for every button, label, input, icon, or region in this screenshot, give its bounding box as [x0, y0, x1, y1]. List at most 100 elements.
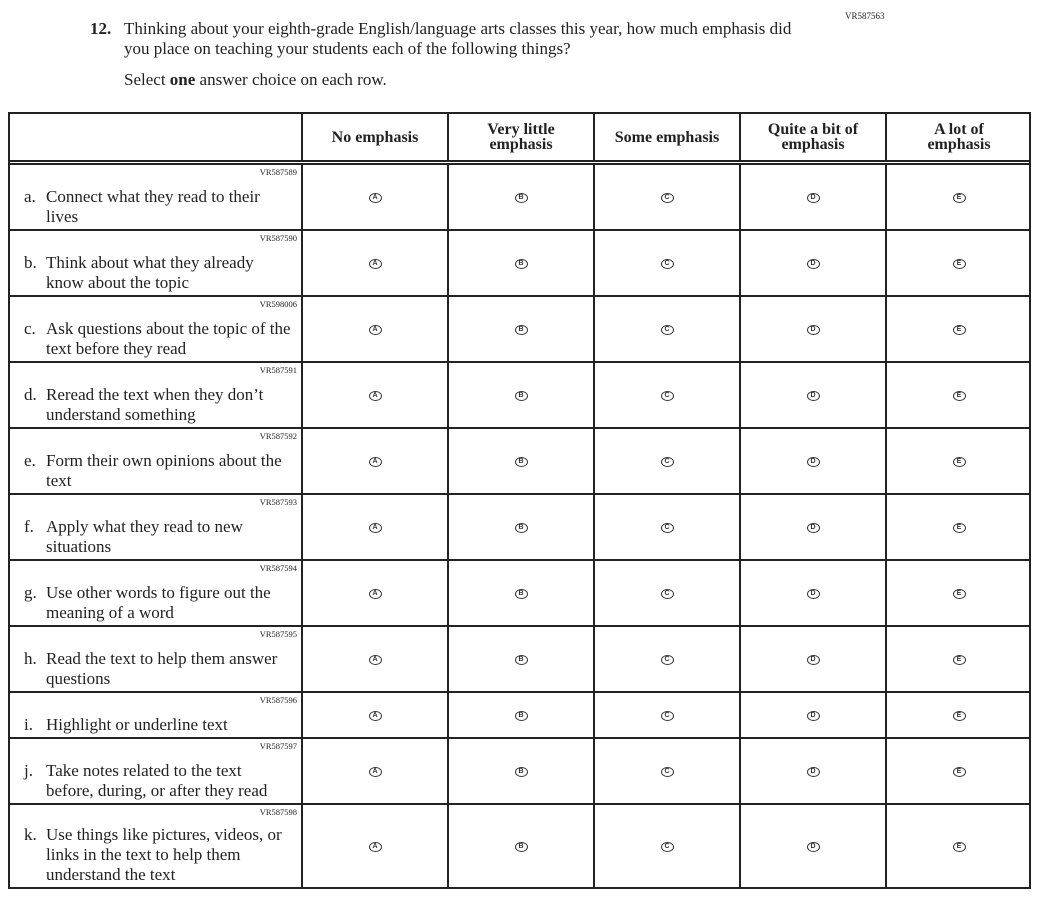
answer-bubble-a[interactable]: A: [368, 259, 382, 269]
answer-cell[interactable]: A: [301, 561, 447, 627]
answer-cell[interactable]: D: [739, 805, 885, 889]
answer-bubble-d[interactable]: D: [806, 193, 820, 203]
answer-cell[interactable]: A: [301, 739, 447, 805]
answer-bubble-d[interactable]: D: [806, 391, 820, 401]
answer-bubble-c[interactable]: C: [660, 767, 674, 777]
answer-bubble-c[interactable]: C: [660, 589, 674, 599]
answer-bubble-d[interactable]: D: [806, 589, 820, 599]
answer-bubble-a[interactable]: A: [368, 711, 382, 721]
answer-bubble-a[interactable]: A: [368, 842, 382, 852]
answer-bubble-a[interactable]: A: [368, 523, 382, 533]
answer-cell[interactable]: A: [301, 429, 447, 495]
answer-bubble-c[interactable]: C: [660, 259, 674, 269]
answer-bubble-d[interactable]: D: [806, 655, 820, 665]
answer-cell[interactable]: E: [885, 297, 1031, 363]
answer-cell[interactable]: B: [447, 165, 593, 231]
answer-bubble-b[interactable]: B: [514, 589, 528, 599]
answer-bubble-a[interactable]: A: [368, 391, 382, 401]
answer-bubble-c[interactable]: C: [660, 325, 674, 335]
answer-bubble-a[interactable]: A: [368, 457, 382, 467]
answer-bubble-a[interactable]: A: [368, 767, 382, 777]
answer-bubble-a[interactable]: A: [368, 589, 382, 599]
answer-bubble-c[interactable]: C: [660, 193, 674, 203]
answer-bubble-e[interactable]: E: [952, 523, 966, 533]
answer-cell[interactable]: A: [301, 165, 447, 231]
answer-cell[interactable]: E: [885, 231, 1031, 297]
answer-cell[interactable]: C: [593, 693, 739, 739]
answer-cell[interactable]: C: [593, 739, 739, 805]
answer-bubble-e[interactable]: E: [952, 325, 966, 335]
answer-cell[interactable]: A: [301, 297, 447, 363]
answer-cell[interactable]: B: [447, 627, 593, 693]
answer-cell[interactable]: A: [301, 627, 447, 693]
answer-bubble-e[interactable]: E: [952, 842, 966, 852]
answer-bubble-e[interactable]: E: [952, 655, 966, 665]
answer-bubble-a[interactable]: A: [368, 193, 382, 203]
answer-bubble-b[interactable]: B: [514, 767, 528, 777]
answer-cell[interactable]: C: [593, 231, 739, 297]
answer-cell[interactable]: D: [739, 165, 885, 231]
answer-bubble-d[interactable]: D: [806, 842, 820, 852]
answer-cell[interactable]: D: [739, 693, 885, 739]
answer-bubble-b[interactable]: B: [514, 391, 528, 401]
answer-cell[interactable]: E: [885, 165, 1031, 231]
answer-cell[interactable]: E: [885, 805, 1031, 889]
answer-bubble-d[interactable]: D: [806, 711, 820, 721]
answer-bubble-c[interactable]: C: [660, 523, 674, 533]
answer-cell[interactable]: B: [447, 429, 593, 495]
answer-cell[interactable]: A: [301, 231, 447, 297]
answer-bubble-b[interactable]: B: [514, 711, 528, 721]
answer-cell[interactable]: D: [739, 297, 885, 363]
answer-bubble-e[interactable]: E: [952, 193, 966, 203]
answer-cell[interactable]: A: [301, 363, 447, 429]
answer-cell[interactable]: D: [739, 429, 885, 495]
answer-cell[interactable]: D: [739, 231, 885, 297]
answer-cell[interactable]: D: [739, 627, 885, 693]
answer-cell[interactable]: C: [593, 363, 739, 429]
answer-bubble-c[interactable]: C: [660, 655, 674, 665]
answer-cell[interactable]: B: [447, 363, 593, 429]
answer-cell[interactable]: B: [447, 739, 593, 805]
answer-cell[interactable]: E: [885, 561, 1031, 627]
answer-cell[interactable]: B: [447, 805, 593, 889]
answer-cell[interactable]: E: [885, 363, 1031, 429]
answer-cell[interactable]: E: [885, 693, 1031, 739]
answer-bubble-e[interactable]: E: [952, 767, 966, 777]
answer-bubble-e[interactable]: E: [952, 589, 966, 599]
answer-cell[interactable]: A: [301, 495, 447, 561]
answer-cell[interactable]: B: [447, 297, 593, 363]
answer-bubble-c[interactable]: C: [660, 842, 674, 852]
answer-bubble-d[interactable]: D: [806, 767, 820, 777]
answer-cell[interactable]: C: [593, 805, 739, 889]
answer-bubble-b[interactable]: B: [514, 655, 528, 665]
answer-cell[interactable]: A: [301, 693, 447, 739]
answer-cell[interactable]: D: [739, 739, 885, 805]
answer-bubble-d[interactable]: D: [806, 457, 820, 467]
answer-bubble-b[interactable]: B: [514, 259, 528, 269]
answer-cell[interactable]: C: [593, 297, 739, 363]
answer-cell[interactable]: E: [885, 429, 1031, 495]
answer-bubble-b[interactable]: B: [514, 457, 528, 467]
answer-cell[interactable]: D: [739, 495, 885, 561]
answer-bubble-c[interactable]: C: [660, 391, 674, 401]
answer-bubble-e[interactable]: E: [952, 391, 966, 401]
answer-bubble-e[interactable]: E: [952, 457, 966, 467]
answer-bubble-a[interactable]: A: [368, 325, 382, 335]
answer-cell[interactable]: B: [447, 231, 593, 297]
answer-bubble-b[interactable]: B: [514, 842, 528, 852]
answer-cell[interactable]: B: [447, 561, 593, 627]
answer-cell[interactable]: E: [885, 495, 1031, 561]
answer-cell[interactable]: B: [447, 693, 593, 739]
answer-cell[interactable]: D: [739, 561, 885, 627]
answer-bubble-c[interactable]: C: [660, 711, 674, 721]
answer-bubble-d[interactable]: D: [806, 259, 820, 269]
answer-cell[interactable]: C: [593, 495, 739, 561]
answer-bubble-b[interactable]: B: [514, 325, 528, 335]
answer-cell[interactable]: E: [885, 739, 1031, 805]
answer-bubble-e[interactable]: E: [952, 259, 966, 269]
answer-bubble-d[interactable]: D: [806, 523, 820, 533]
answer-bubble-c[interactable]: C: [660, 457, 674, 467]
answer-bubble-d[interactable]: D: [806, 325, 820, 335]
answer-cell[interactable]: D: [739, 363, 885, 429]
answer-cell[interactable]: B: [447, 495, 593, 561]
